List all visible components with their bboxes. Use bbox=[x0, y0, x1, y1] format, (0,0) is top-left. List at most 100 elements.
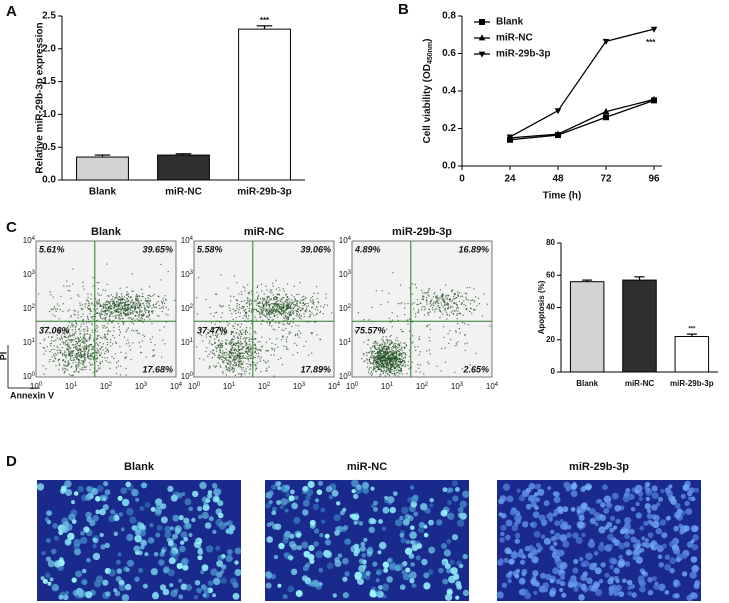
x-tick-label: 101 bbox=[223, 382, 236, 392]
nucleus bbox=[598, 499, 602, 503]
event-dot bbox=[267, 297, 268, 298]
event-dot bbox=[164, 295, 165, 296]
event-dot bbox=[135, 315, 136, 316]
event-dot bbox=[393, 365, 394, 366]
event-dot bbox=[256, 368, 257, 369]
event-dot bbox=[78, 341, 79, 342]
event-dot bbox=[375, 349, 376, 350]
nucleus bbox=[126, 568, 130, 572]
event-dot bbox=[237, 300, 238, 301]
event-dot bbox=[457, 341, 458, 342]
event-dot bbox=[303, 299, 304, 300]
event-dot bbox=[107, 331, 108, 332]
nucleus bbox=[517, 551, 524, 558]
event-dot bbox=[454, 293, 455, 294]
event-dot bbox=[65, 361, 66, 362]
nucleus bbox=[412, 584, 416, 588]
y-tick-label: 104 bbox=[23, 236, 36, 246]
event-dot bbox=[44, 338, 45, 339]
event-dot bbox=[102, 325, 103, 326]
event-dot bbox=[78, 364, 79, 365]
event-dot bbox=[110, 342, 111, 343]
event-dot bbox=[119, 326, 120, 327]
event-dot bbox=[87, 318, 88, 319]
event-dot bbox=[250, 346, 251, 347]
nucleus bbox=[506, 520, 513, 527]
event-dot bbox=[265, 310, 266, 311]
event-dot bbox=[288, 308, 289, 309]
event-dot bbox=[209, 354, 210, 355]
event-dot bbox=[260, 371, 261, 372]
nucleus bbox=[669, 557, 676, 564]
event-dot bbox=[368, 372, 369, 373]
event-dot bbox=[240, 338, 241, 339]
nucleus bbox=[594, 551, 598, 555]
event-dot bbox=[68, 310, 69, 311]
event-dot bbox=[278, 327, 279, 328]
nucleus bbox=[45, 573, 51, 579]
event-dot bbox=[248, 346, 249, 347]
event-dot bbox=[393, 346, 394, 347]
event-dot bbox=[82, 304, 83, 305]
flow-x-label: Annexin V bbox=[10, 390, 54, 400]
nucleus bbox=[153, 592, 158, 597]
event-dot bbox=[227, 354, 228, 355]
nucleus bbox=[175, 528, 181, 534]
nucleus bbox=[151, 507, 156, 512]
event-dot bbox=[457, 294, 458, 295]
event-dot bbox=[384, 351, 385, 352]
event-dot bbox=[76, 366, 77, 367]
nucleus bbox=[554, 496, 561, 503]
event-dot bbox=[465, 350, 466, 351]
event-dot bbox=[219, 355, 220, 356]
nucleus bbox=[194, 595, 198, 599]
event-dot bbox=[407, 320, 408, 321]
event-dot bbox=[77, 343, 78, 344]
event-dot bbox=[222, 343, 223, 344]
event-dot bbox=[92, 318, 93, 319]
x-tick-label: 104 bbox=[486, 382, 499, 392]
nucleus bbox=[691, 497, 696, 502]
event-dot bbox=[215, 346, 216, 347]
event-dot bbox=[369, 352, 370, 353]
event-dot bbox=[87, 352, 88, 353]
event-dot bbox=[241, 342, 242, 343]
event-dot bbox=[263, 306, 264, 307]
event-dot bbox=[104, 325, 105, 326]
event-dot bbox=[228, 288, 229, 289]
event-dot bbox=[71, 375, 72, 376]
event-dot bbox=[282, 364, 283, 365]
event-dot bbox=[43, 347, 44, 348]
event-dot bbox=[231, 350, 232, 351]
event-dot bbox=[262, 303, 263, 304]
event-dot bbox=[222, 312, 223, 313]
event-dot bbox=[146, 356, 147, 357]
event-dot bbox=[375, 371, 376, 372]
event-dot bbox=[91, 364, 92, 365]
event-dot bbox=[112, 335, 113, 336]
event-dot bbox=[288, 312, 289, 313]
event-dot bbox=[88, 301, 89, 302]
event-dot bbox=[213, 316, 214, 317]
event-dot bbox=[426, 304, 427, 305]
event-dot bbox=[102, 361, 103, 362]
event-dot bbox=[65, 340, 66, 341]
nucleus bbox=[326, 486, 332, 492]
event-dot bbox=[412, 335, 413, 336]
event-dot bbox=[86, 322, 87, 323]
event-dot bbox=[80, 316, 81, 317]
event-dot bbox=[97, 338, 98, 339]
event-dot bbox=[262, 298, 263, 299]
event-dot bbox=[242, 343, 243, 344]
event-dot bbox=[257, 285, 258, 286]
event-dot bbox=[270, 322, 271, 323]
event-dot bbox=[297, 301, 298, 302]
event-dot bbox=[299, 330, 300, 331]
event-dot bbox=[392, 357, 393, 358]
event-dot bbox=[456, 343, 457, 344]
event-dot bbox=[392, 361, 393, 362]
event-dot bbox=[96, 339, 97, 340]
event-dot bbox=[70, 326, 71, 327]
event-dot bbox=[261, 323, 262, 324]
x-tick-label: 103 bbox=[451, 382, 464, 392]
